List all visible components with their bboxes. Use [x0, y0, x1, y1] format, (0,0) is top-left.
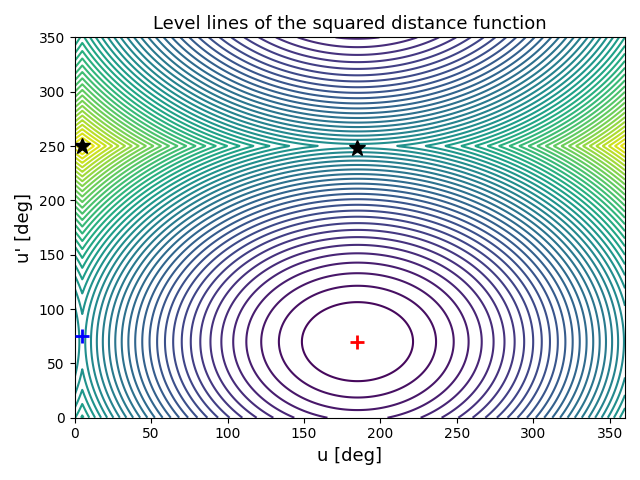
Y-axis label: u' [deg]: u' [deg]: [15, 192, 33, 263]
Title: Level lines of the squared distance function: Level lines of the squared distance func…: [153, 15, 547, 33]
X-axis label: u [deg]: u [deg]: [317, 447, 382, 465]
